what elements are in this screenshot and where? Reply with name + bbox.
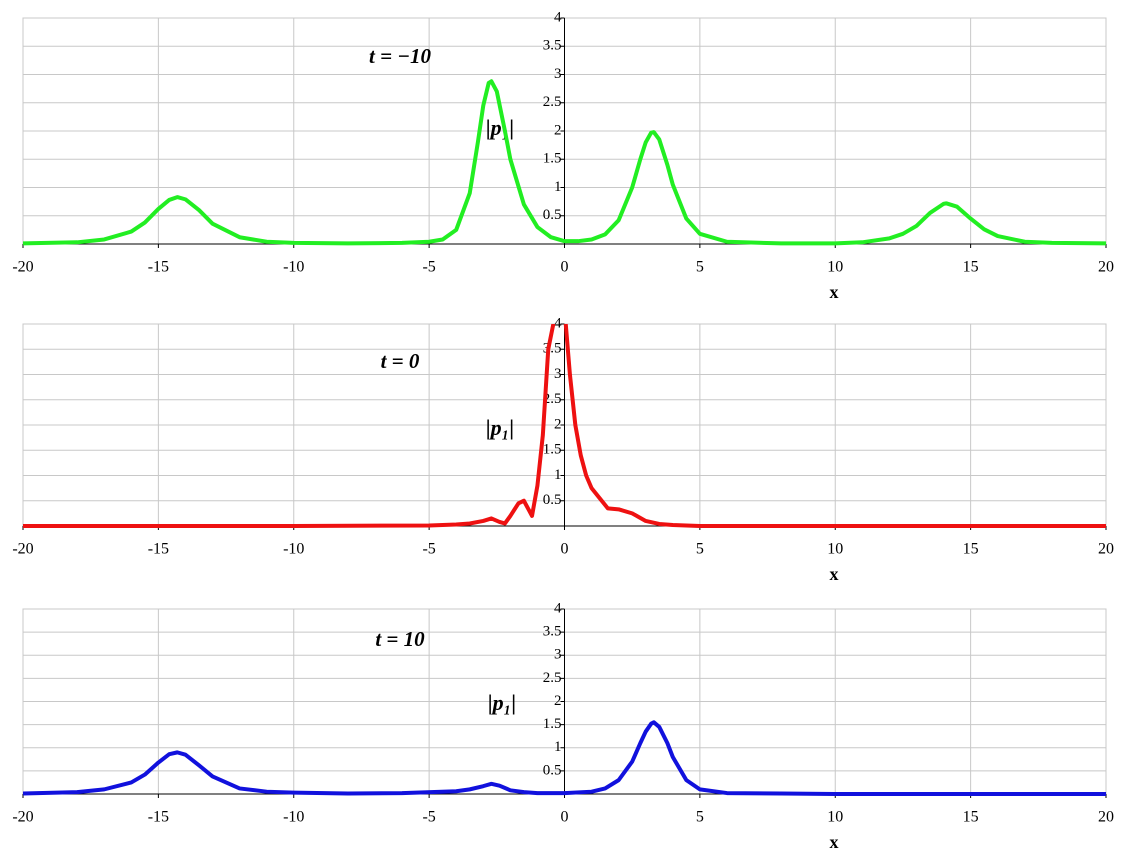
y-tick-label: 2 <box>554 693 562 709</box>
x-tick-label: -10 <box>283 259 304 276</box>
x-tick-label: 10 <box>827 809 843 826</box>
y-tick-label: 1.5 <box>543 442 562 458</box>
x-axis-label: x <box>830 282 839 302</box>
x-tick-label: 0 <box>561 259 569 276</box>
y-tick-label: 3.5 <box>543 341 562 357</box>
y-tick-label: 3 <box>554 647 562 663</box>
annotation: t = 0 <box>381 349 420 373</box>
x-tick-label: 20 <box>1098 259 1114 276</box>
x-tick-label: -10 <box>283 809 304 826</box>
data-line <box>23 79 1106 246</box>
y-tick-label: 1 <box>554 179 562 195</box>
y-axis-label: |p₁| <box>486 415 514 440</box>
y-tick-label: 4 <box>554 600 562 616</box>
x-tick-label: 20 <box>1098 541 1114 558</box>
y-tick-label: 2.5 <box>543 94 562 110</box>
y-tick-label: 4 <box>554 9 562 25</box>
x-axis-label: x <box>830 832 839 852</box>
panel: -20 -15 -10 -5 0 5 10 15 20 0.5 1 1.5 2 2.5 3 3.5 4 x |p₁|… <box>12 315 1114 584</box>
y-tick-label: 1.5 <box>543 716 562 732</box>
x-tick-label: 10 <box>827 541 843 558</box>
y-tick-label: 0.5 <box>543 762 562 778</box>
annotation: t = 10 <box>375 627 425 651</box>
y-tick-label: 3 <box>554 66 562 82</box>
panel: -20 -15 -10 -5 0 5 10 15 20 0.5 1 1.5 2 2.5 3 3.5 4 x |p₁|… <box>12 9 1114 302</box>
x-tick-label: 15 <box>963 259 979 276</box>
x-tick-label: 15 <box>963 809 979 826</box>
x-axis-label: x <box>830 564 839 584</box>
x-tick-label: -5 <box>422 259 435 276</box>
y-tick-label: 0.5 <box>543 207 562 223</box>
data-line <box>23 720 1106 796</box>
y-tick-label: 2 <box>554 416 562 432</box>
y-tick-label: 1 <box>554 467 562 483</box>
x-tick-label: -5 <box>422 541 435 558</box>
y-tick-label: 1.5 <box>543 151 562 167</box>
x-tick-label: -15 <box>148 809 169 826</box>
x-tick-label: 5 <box>696 259 704 276</box>
y-tick-label: 0.5 <box>543 492 562 508</box>
annotation: t = −10 <box>369 44 432 68</box>
y-tick-label: 3 <box>554 366 562 382</box>
panel: -20 -15 -10 -5 0 5 10 15 20 0.5 1 1.5 2 2.5 3 3.5 4 x |p₁|… <box>12 600 1114 852</box>
y-tick-label: 1 <box>554 739 562 755</box>
x-tick-label: 15 <box>963 541 979 558</box>
y-tick-label: 2.5 <box>543 670 562 686</box>
x-tick-label: 5 <box>696 809 704 826</box>
y-tick-label: 4 <box>554 315 562 331</box>
y-axis-label: |p₁| <box>486 115 514 140</box>
x-tick-label: 0 <box>561 541 569 558</box>
y-tick-label: 3.5 <box>543 38 562 54</box>
x-tick-label: 10 <box>827 259 843 276</box>
x-tick-label: 0 <box>561 809 569 826</box>
y-axis-label: |p₁| <box>488 690 516 715</box>
x-tick-label: -15 <box>148 259 169 276</box>
x-tick-label: -5 <box>422 809 435 826</box>
x-tick-label: -20 <box>12 809 33 826</box>
y-tick-label: 2.5 <box>543 391 562 407</box>
x-tick-label: -15 <box>148 541 169 558</box>
data-line <box>23 324 1106 528</box>
x-tick-label: 5 <box>696 541 704 558</box>
y-tick-label: 2 <box>554 122 562 138</box>
x-tick-label: -20 <box>12 259 33 276</box>
x-tick-label: 20 <box>1098 809 1114 826</box>
x-tick-label: -20 <box>12 541 33 558</box>
y-tick-label: 3.5 <box>543 624 562 640</box>
x-tick-label: -10 <box>283 541 304 558</box>
